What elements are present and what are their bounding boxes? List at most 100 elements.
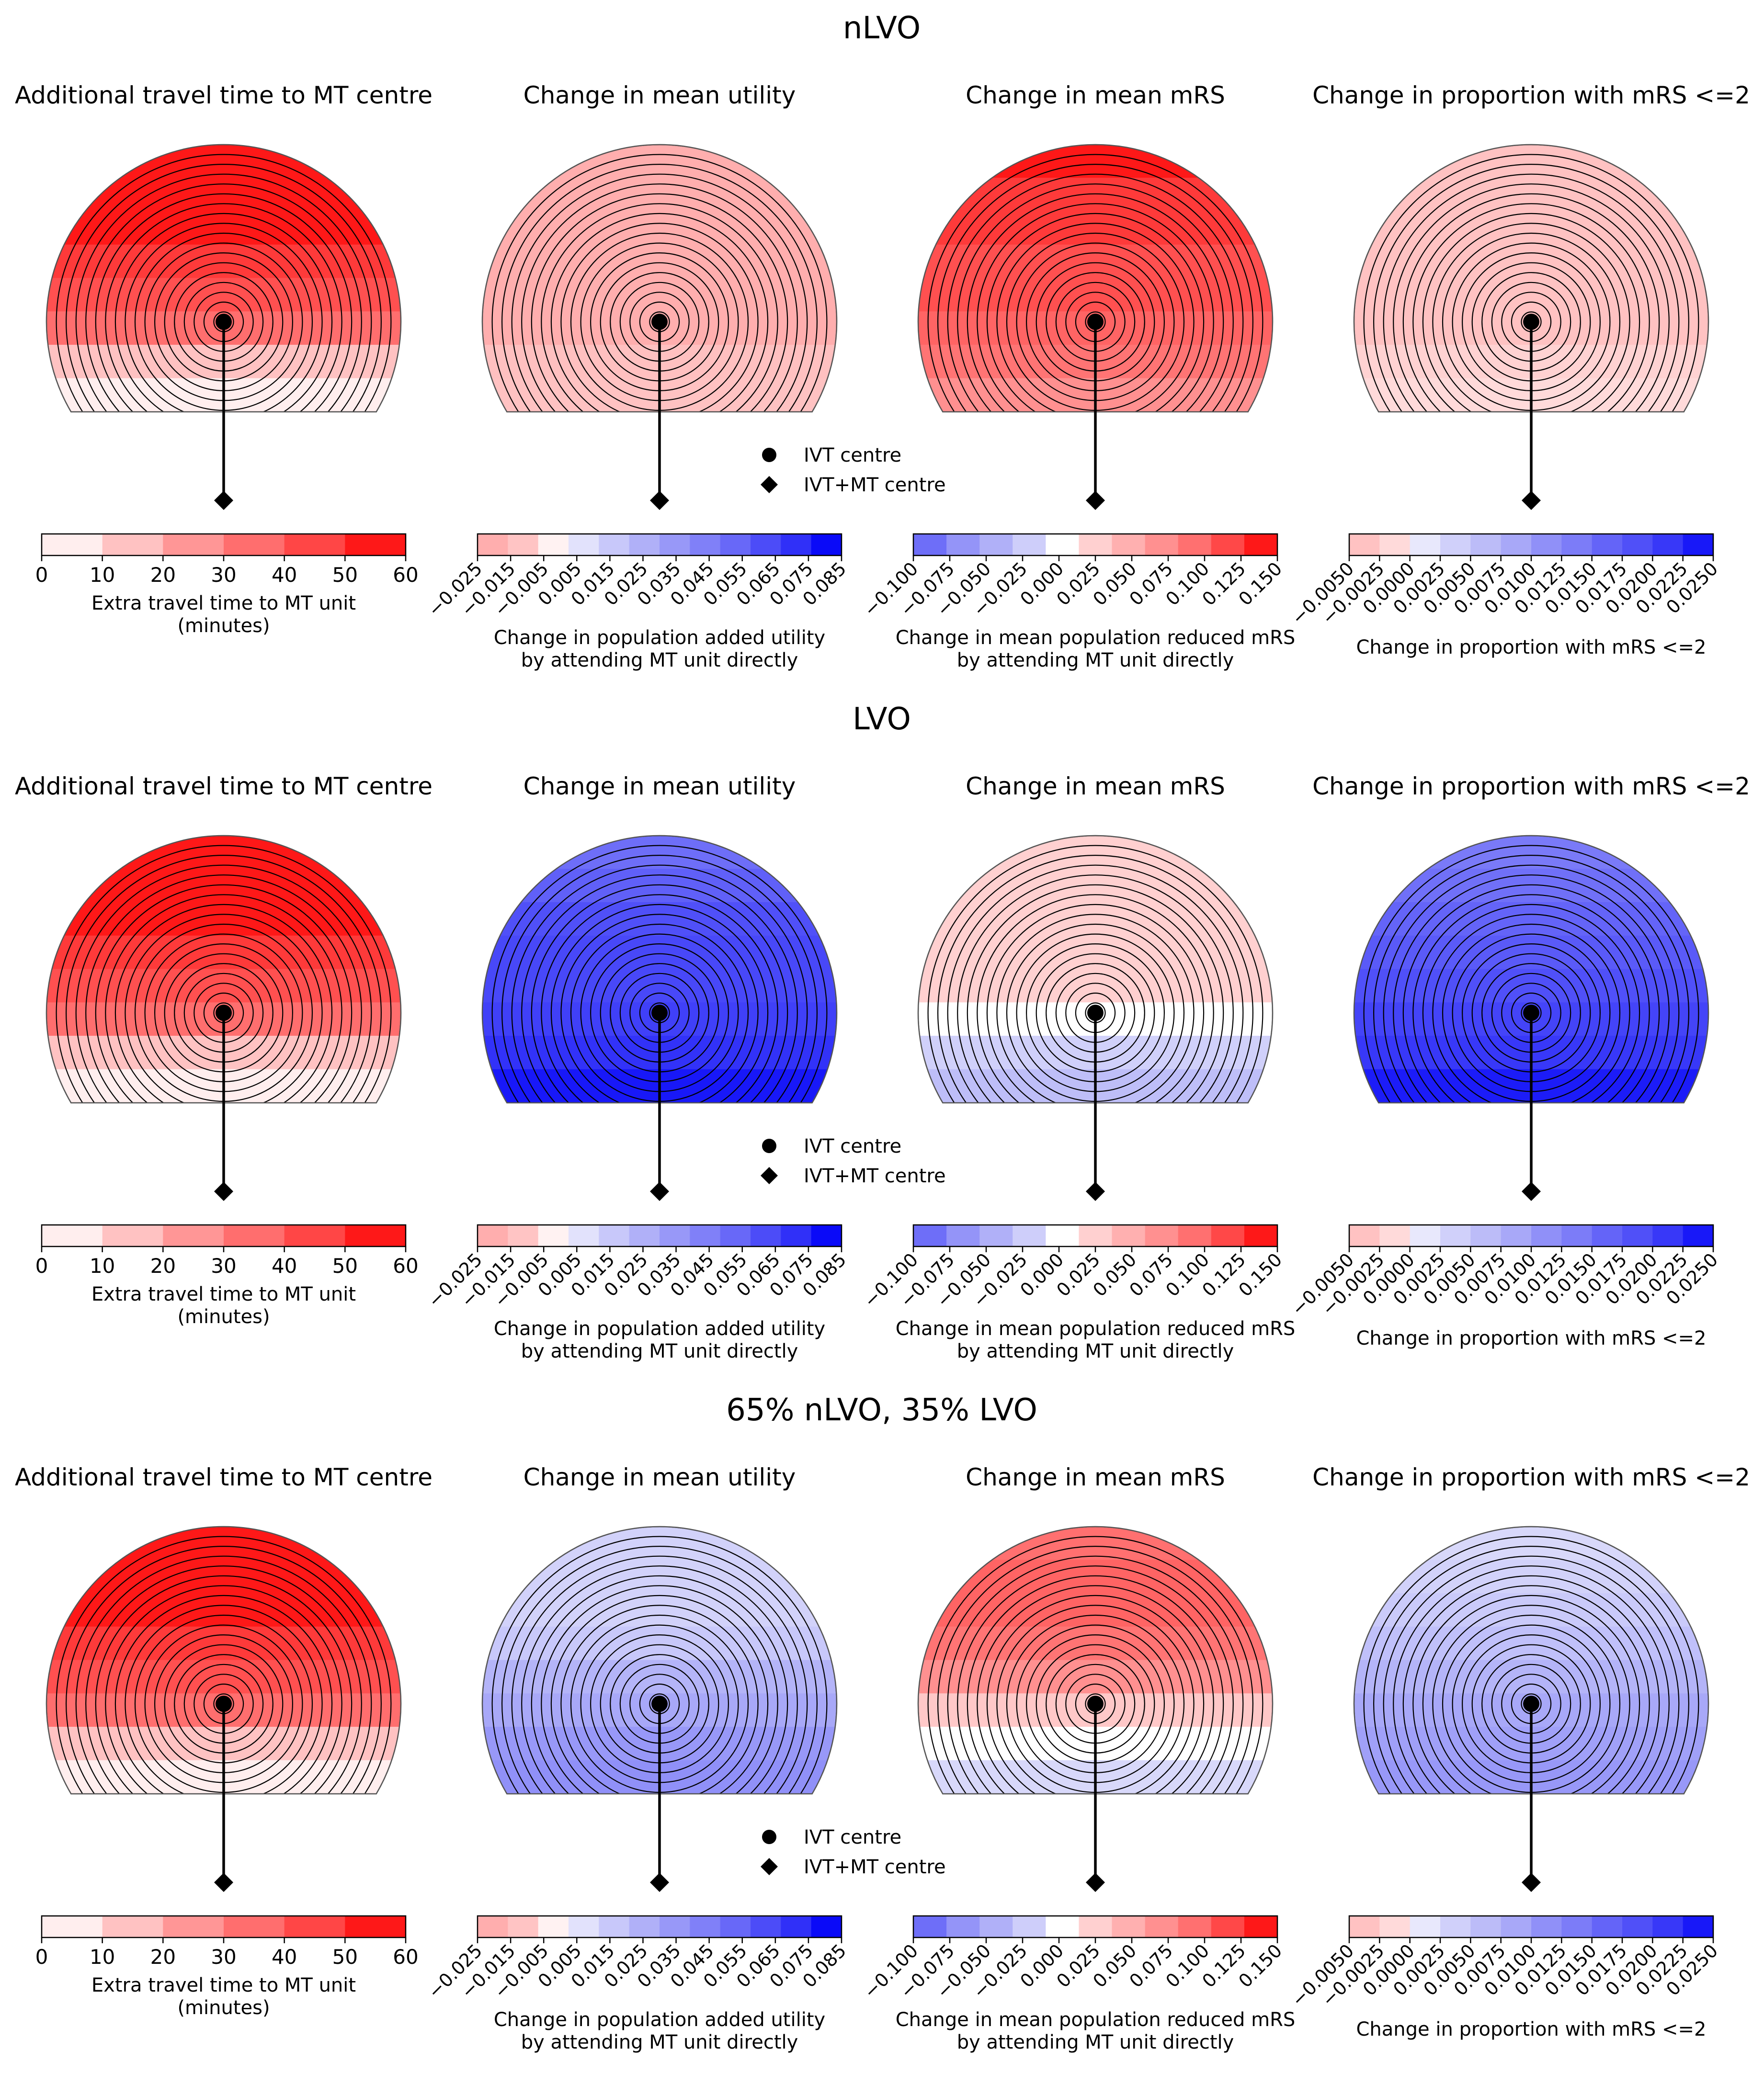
distance-ring bbox=[56, 845, 392, 1103]
colorbar-segment bbox=[1683, 1225, 1714, 1246]
map-band bbox=[1354, 836, 1708, 870]
distance-ring bbox=[1373, 164, 1690, 412]
map-band bbox=[46, 1560, 401, 1594]
colorbar-label: (minutes) bbox=[177, 1997, 270, 2019]
map-band bbox=[1354, 969, 1708, 1003]
map-outline bbox=[481, 144, 838, 413]
colorbar-segment bbox=[599, 1225, 630, 1246]
panel-title: Change in mean utility bbox=[524, 81, 796, 109]
colorbar-segment bbox=[946, 534, 980, 555]
mt-centre-marker bbox=[1522, 1182, 1541, 1201]
colorbar-segment bbox=[1410, 534, 1441, 555]
colorbar-segment bbox=[1349, 1225, 1380, 1246]
panel-mrs: Change in mean mRS −0.100−0.075−0.050−0.0… bbox=[860, 81, 1295, 671]
distance-ring bbox=[491, 845, 828, 1103]
colorbar-segment bbox=[781, 1916, 812, 1937]
colorbar-segment bbox=[102, 1225, 163, 1246]
distance-rings bbox=[918, 1527, 1273, 1794]
distance-ring bbox=[967, 1575, 1224, 1794]
distance-ring bbox=[501, 164, 818, 412]
colorbar-segment bbox=[1046, 1225, 1079, 1246]
row-2: LVO Additional travel time to MT centre 0 1… bbox=[15, 702, 1750, 1362]
colorbar-segment bbox=[1145, 1225, 1179, 1246]
distance-ring bbox=[937, 1546, 1253, 1794]
distance-ring bbox=[125, 1605, 323, 1794]
colorbar-segment bbox=[284, 534, 345, 555]
map-band bbox=[1354, 1560, 1709, 1594]
colorbar-segment bbox=[1178, 1916, 1212, 1937]
colorbar-segment bbox=[1211, 1916, 1245, 1937]
distance-ring bbox=[541, 1585, 778, 1794]
colorbar-segment bbox=[1211, 534, 1245, 555]
map-band bbox=[46, 836, 401, 870]
colorbar-segment bbox=[660, 1225, 690, 1246]
colorbar: 0 10 20 30 40 50 60 Extra travel time to MT uni… bbox=[35, 1915, 419, 2019]
distance-ring bbox=[501, 854, 818, 1103]
colorbar-segment bbox=[1410, 1225, 1441, 1246]
panel-title: Additional travel time to MT centre bbox=[15, 1463, 432, 1491]
colorbar-segment bbox=[569, 534, 599, 555]
colorbar-segment bbox=[508, 1225, 539, 1246]
panel-utility: Change in mean utility −0.025−0.015−0.005… bbox=[424, 772, 851, 1362]
colorbar-segment bbox=[42, 534, 103, 555]
map-band bbox=[482, 244, 837, 279]
colorbar-segment bbox=[1145, 1916, 1179, 1937]
colorbar-frame bbox=[477, 1915, 842, 1938]
colorbar-segment bbox=[720, 1225, 751, 1246]
mt-centre-marker bbox=[214, 491, 233, 510]
distance-ring bbox=[1432, 223, 1630, 412]
colorbar-segment bbox=[1470, 534, 1502, 555]
colorbar-segment bbox=[42, 1225, 103, 1246]
map-band bbox=[46, 211, 401, 245]
colorbar-segment bbox=[1622, 534, 1653, 555]
distance-ring bbox=[1363, 1536, 1699, 1794]
colorbar-segment bbox=[1379, 1916, 1411, 1937]
colorbar-segment bbox=[1531, 1916, 1562, 1937]
row-1: nLVO Additional travel time to MT centre 0… bbox=[15, 11, 1750, 671]
colorbar-segment bbox=[1013, 1916, 1046, 1937]
distance-ring bbox=[1432, 914, 1630, 1103]
colorbar-segment bbox=[1470, 1916, 1502, 1937]
map-band bbox=[918, 244, 1273, 279]
distance-ring bbox=[105, 894, 342, 1103]
legend-mt-marker bbox=[761, 476, 778, 493]
colorbar-segment bbox=[1561, 1916, 1593, 1937]
ivt-centre-marker bbox=[1087, 314, 1104, 330]
ivt-centre-marker bbox=[1523, 314, 1539, 330]
map-band bbox=[1354, 144, 1708, 179]
colorbar-segment bbox=[599, 1916, 630, 1937]
mt-centre-marker bbox=[650, 491, 669, 510]
colorbar-segment bbox=[1683, 1916, 1714, 1937]
map-band bbox=[918, 144, 1273, 179]
colorbar-tick-label: 10 bbox=[90, 1254, 115, 1278]
legend-mt-marker bbox=[761, 1858, 778, 1875]
colorbar-segment bbox=[1501, 534, 1532, 555]
distance-ring bbox=[511, 1555, 808, 1794]
distance-ring bbox=[957, 1565, 1234, 1794]
map-band bbox=[482, 1593, 837, 1627]
colorbar-label: by attending MT unit directly bbox=[957, 649, 1234, 671]
colorbar-tick-label: 60 bbox=[393, 563, 418, 587]
colorbar-segment bbox=[1244, 1225, 1278, 1246]
legend-ivt-label: IVT centre bbox=[804, 444, 901, 466]
colorbar-segment bbox=[1622, 1225, 1653, 1246]
distance-ring bbox=[927, 845, 1263, 1103]
distance-ring bbox=[1393, 183, 1670, 412]
distance-ring bbox=[1422, 1595, 1640, 1794]
mt-centre-marker bbox=[1086, 1182, 1105, 1201]
colorbar-tick-label: 0 bbox=[35, 1945, 48, 1969]
colorbar-segment bbox=[629, 1916, 660, 1937]
colorbar-label: Extra travel time to MT unit bbox=[91, 592, 356, 614]
ivt-centre-marker bbox=[651, 1696, 668, 1712]
colorbar-segment bbox=[913, 1916, 947, 1937]
distance-ring bbox=[95, 884, 353, 1103]
colorbar-tick-label: 10 bbox=[90, 563, 115, 587]
colorbar-segment bbox=[946, 1225, 980, 1246]
colorbar-segment bbox=[1112, 534, 1146, 555]
legend: IVT centre IVT+MT centre bbox=[761, 1135, 946, 1187]
map-band bbox=[918, 969, 1273, 1003]
map-outline bbox=[917, 144, 1274, 413]
map-band bbox=[918, 902, 1273, 936]
colorbar-segment bbox=[345, 534, 406, 555]
colorbar-tick-label: 60 bbox=[393, 1254, 418, 1278]
